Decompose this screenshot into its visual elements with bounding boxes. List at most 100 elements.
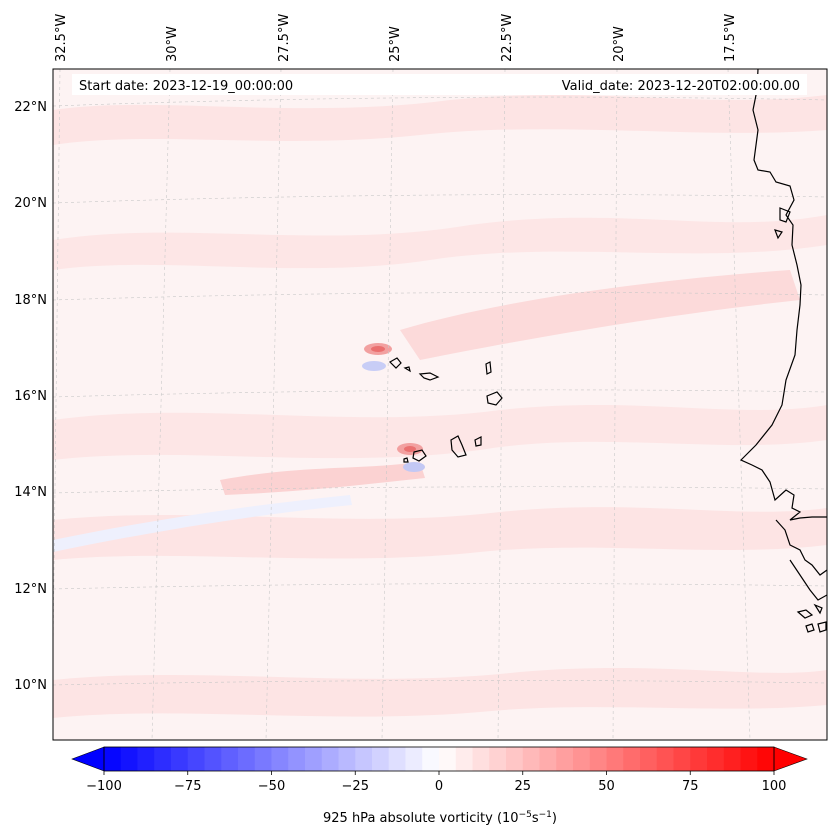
- colorbar-segment: [690, 747, 708, 771]
- cape-verde-brava: [403, 457, 409, 463]
- colorbar-extend-min: [71, 746, 105, 772]
- colorbar-segment: [405, 747, 423, 771]
- colorbar-segment: [573, 747, 591, 771]
- colorbar-segment: [171, 747, 189, 771]
- lon-label: 22.5°W: [500, 14, 515, 62]
- colorbar-segment: [707, 747, 725, 771]
- gridlines: [53, 69, 827, 740]
- colorbar: −100 −75 −50 −25 0 25 50 75 100 925 hPa absolute…: [71, 746, 808, 826]
- canary-mauritania-islets: [774, 207, 791, 240]
- colorbar-ticks: −100 −75 −50 −25 0 25 50 75 100: [86, 771, 786, 794]
- colorbar-segment: [388, 747, 406, 771]
- lat-label: 12°N: [14, 582, 47, 597]
- lat-label: 20°N: [14, 196, 47, 211]
- colorbar-segment: [137, 747, 155, 771]
- senegal-estuary: [775, 519, 827, 576]
- colorbar-segment: [321, 747, 339, 771]
- colorbar-segment: [238, 747, 256, 771]
- vorticity-band: [220, 462, 425, 495]
- colorbar-tick-label: −75: [174, 779, 201, 794]
- colorbar-tick-label: 25: [514, 779, 531, 794]
- lon-label: 27.5°W: [277, 14, 292, 62]
- colorbar-segment: [120, 747, 138, 771]
- vorticity-minimum: [362, 361, 386, 371]
- vorticity-band: [53, 507, 827, 560]
- colorbar-title: 925 hPa absolute vorticity (10−5s−1): [323, 810, 557, 826]
- vorticity-band: [53, 95, 827, 145]
- colorbar-segment: [623, 747, 641, 771]
- colorbar-segment: [104, 747, 122, 771]
- info-banner: [72, 74, 807, 95]
- colorbar-segment: [522, 747, 540, 771]
- colorbar-segments: [104, 747, 775, 771]
- lon-label: 20°W: [612, 26, 627, 62]
- vorticity-band-negative: [53, 495, 352, 552]
- lon-label: 30°W: [165, 26, 180, 62]
- colorbar-segment: [757, 747, 775, 771]
- colorbar-segment: [422, 747, 440, 771]
- colorbar-segment: [254, 747, 272, 771]
- colorbar-tick-label: 50: [598, 779, 615, 794]
- colorbar-segment: [187, 747, 205, 771]
- guinea-bissau-coast: [789, 559, 827, 601]
- map-background: [53, 69, 827, 740]
- lat-label: 22°N: [14, 100, 47, 115]
- latitude-labels: 22°N 20°N 18°N 16°N 14°N 12°N 10°N: [14, 100, 47, 693]
- cape-verde-santo-antao: [389, 357, 402, 369]
- lat-label: 14°N: [14, 485, 47, 500]
- cape-verde-maio: [474, 436, 482, 447]
- colorbar-segment: [221, 747, 239, 771]
- valid-date-label: Valid_date: 2023-12-20T02:00:00.00: [562, 79, 800, 94]
- map-frame: [52, 68, 828, 741]
- vorticity-field: [53, 69, 827, 740]
- colorbar-segment: [673, 747, 691, 771]
- lat-label: 18°N: [14, 293, 47, 308]
- colorbar-segment: [372, 747, 390, 771]
- colorbar-segment: [439, 747, 457, 771]
- lat-label: 10°N: [14, 678, 47, 693]
- map-panel[interactable]: Start date: 2023-12-19_00:00:00 Valid_da…: [52, 68, 828, 741]
- colorbar-segment: [472, 747, 490, 771]
- colorbar-segment: [288, 747, 306, 771]
- colorbar-segment: [723, 747, 741, 771]
- vorticity-maximum: [371, 346, 385, 352]
- lat-label: 16°N: [14, 389, 47, 404]
- colorbar-segment: [355, 747, 373, 771]
- colorbar-segment: [539, 747, 557, 771]
- colorbar-tick-label: 0: [435, 779, 443, 794]
- colorbar-tick-label: −100: [86, 779, 122, 794]
- colorbar-tick-label: −50: [258, 779, 285, 794]
- vorticity-band: [400, 270, 800, 360]
- bijagos-islands: [796, 603, 827, 633]
- cape-verde-santiago: [450, 435, 467, 458]
- vorticity-band: [53, 405, 827, 460]
- vorticity-minimum: [403, 462, 425, 472]
- lon-label: 25°W: [388, 26, 403, 62]
- cape-verde-sao-vicente: [403, 366, 411, 373]
- colorbar-segment: [338, 747, 356, 771]
- colorbar-tick-label: 75: [682, 779, 699, 794]
- colorbar-segment: [640, 747, 658, 771]
- colorbar-segment: [589, 747, 607, 771]
- vorticity-band: [53, 668, 827, 718]
- cape-verde-boa-vista: [486, 391, 503, 406]
- colorbar-tick-label: −25: [342, 779, 369, 794]
- colorbar-segment: [740, 747, 758, 771]
- start-date-label: Start date: 2023-12-19_00:00:00: [79, 79, 293, 94]
- colorbar-segment: [656, 747, 674, 771]
- lon-label: 32.5°W: [54, 14, 69, 62]
- vorticity-maximum: [404, 446, 416, 452]
- africa-coastline: [739, 69, 827, 521]
- colorbar-segment: [271, 747, 289, 771]
- colorbar-segment: [154, 747, 172, 771]
- colorbar-segment: [204, 747, 222, 771]
- cape-verde-fogo: [412, 449, 427, 462]
- colorbar-segment: [305, 747, 323, 771]
- colorbar-extend-max: [773, 746, 808, 772]
- coastlines: [389, 69, 827, 633]
- longitude-labels: 32.5°W 30°W 27.5°W 25°W 22.5°W 20°W 17.5…: [54, 14, 738, 62]
- colorbar-segment: [606, 747, 624, 771]
- colorbar-segment: [489, 747, 507, 771]
- colorbar-tick-label: 100: [762, 779, 787, 794]
